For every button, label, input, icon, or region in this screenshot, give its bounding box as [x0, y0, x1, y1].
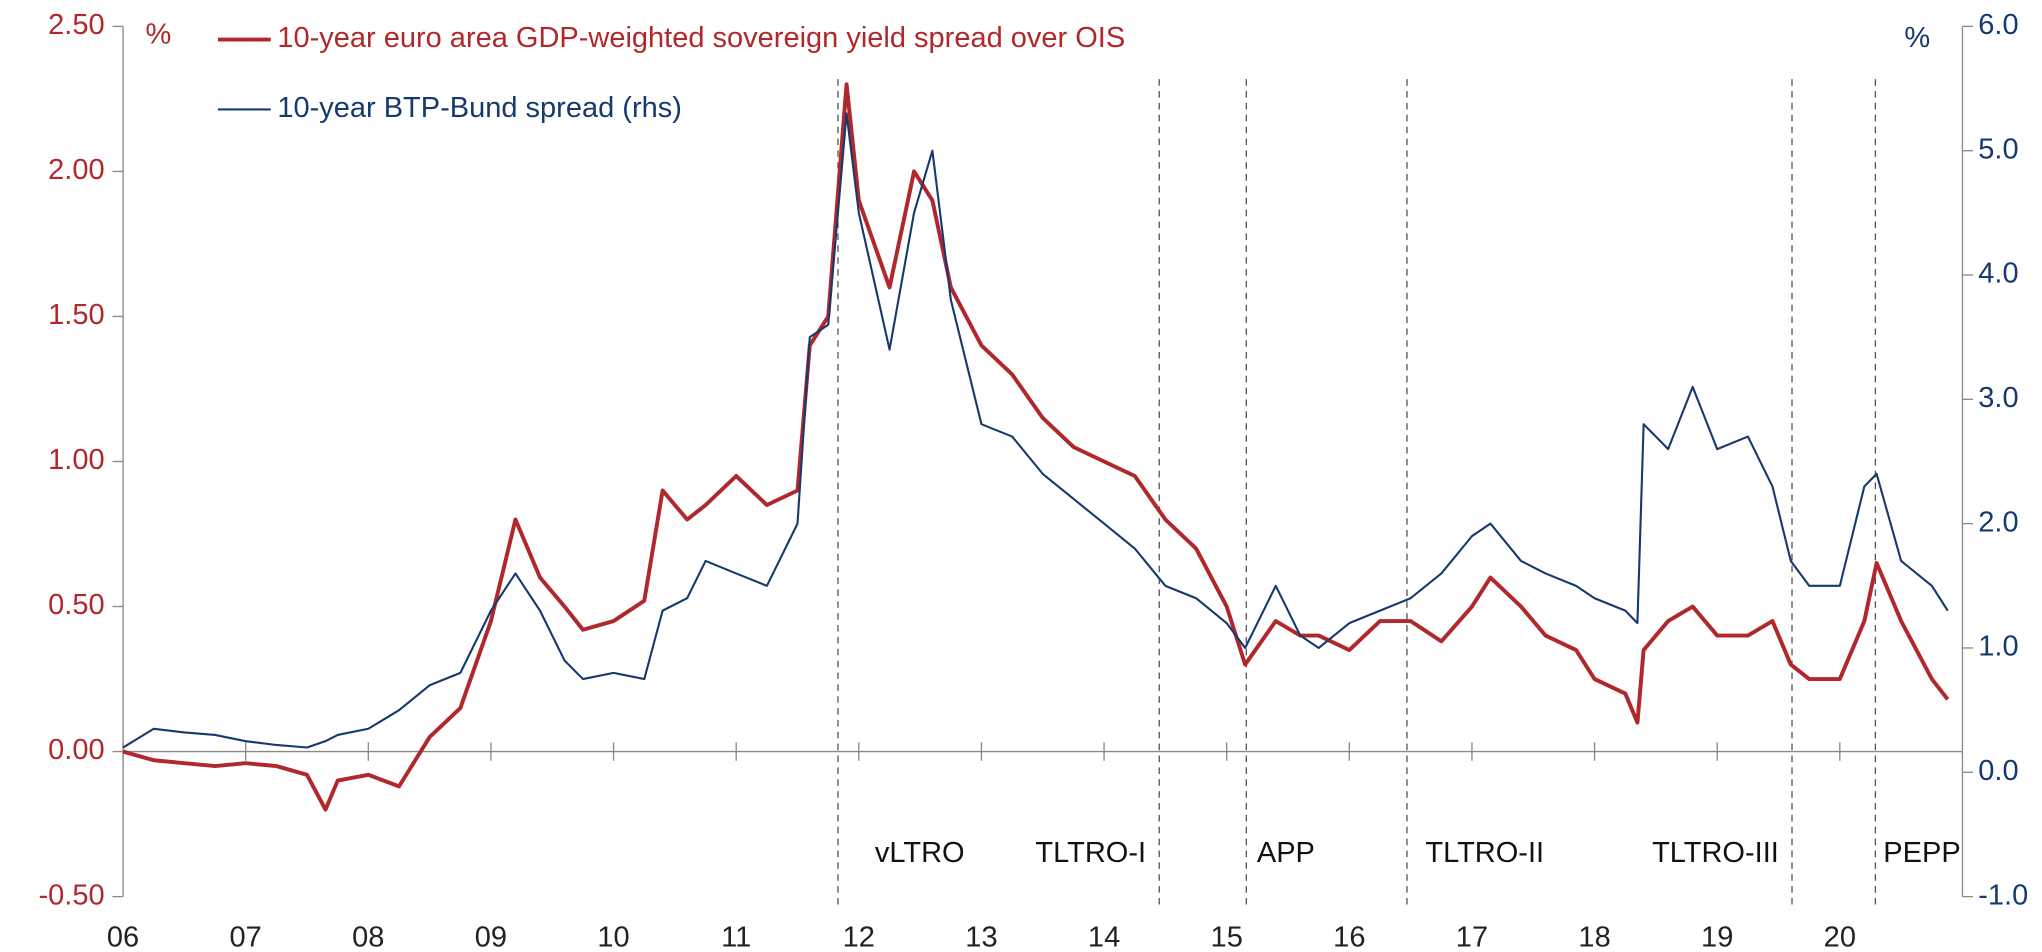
event-label: APP — [1257, 837, 1315, 869]
x-tick-label: 17 — [1456, 921, 1488, 952]
x-tick-label: 08 — [352, 921, 384, 952]
legend-label: 10-year BTP-Bund spread (rhs) — [277, 92, 682, 124]
x-tick-label: 14 — [1088, 921, 1120, 952]
x-tick-label: 11 — [721, 921, 751, 952]
y-tick-label: 0.50 — [48, 589, 104, 621]
y2-tick-label: 2.0 — [1978, 506, 2018, 538]
y2-tick-label: 4.0 — [1978, 258, 2018, 290]
y-tick-label: 2.00 — [48, 154, 104, 186]
x-tick-label: 07 — [230, 921, 262, 952]
x-tick-label: 15 — [1211, 921, 1243, 952]
x-tick-label: 20 — [1824, 921, 1856, 952]
event-label: PEPP — [1883, 837, 1960, 869]
series-line — [122, 82, 1950, 812]
x-tick-label: 18 — [1578, 921, 1610, 952]
y2-unit: % — [1904, 22, 1930, 54]
x-tick-label: 16 — [1333, 921, 1365, 952]
y-tick-label: 0.00 — [48, 734, 104, 766]
x-tick-label: 09 — [475, 921, 507, 952]
event-label: vLTRO — [875, 837, 965, 869]
y-tick-label: 1.00 — [48, 444, 104, 476]
x-tick-label: 13 — [965, 921, 997, 952]
y-tick-label: -0.50 — [38, 879, 104, 911]
x-tick-label: 12 — [843, 921, 875, 952]
x-tick-label: 19 — [1701, 921, 1733, 952]
series-line — [122, 112, 1949, 749]
legend-label: 10-year euro area GDP-weighted sovereign… — [277, 22, 1125, 54]
y2-tick-label: -1.0 — [1978, 879, 2028, 911]
event-label: TLTRO-I — [1035, 837, 1146, 869]
y2-tick-label: 5.0 — [1978, 133, 2018, 165]
y-tick-label: 1.50 — [48, 299, 104, 331]
y2-tick-label: 6.0 — [1978, 9, 2018, 41]
y2-tick-label: 3.0 — [1978, 382, 2018, 414]
y2-tick-label: 1.0 — [1978, 631, 2018, 663]
x-tick-label: 06 — [107, 921, 139, 952]
event-label: TLTRO-II — [1425, 837, 1544, 869]
x-tick-label: 10 — [597, 921, 629, 952]
y-unit: % — [145, 18, 171, 50]
event-label: TLTRO-III — [1652, 837, 1779, 869]
y-tick-label: 2.50 — [48, 9, 104, 41]
y2-tick-label: 0.0 — [1978, 755, 2018, 787]
